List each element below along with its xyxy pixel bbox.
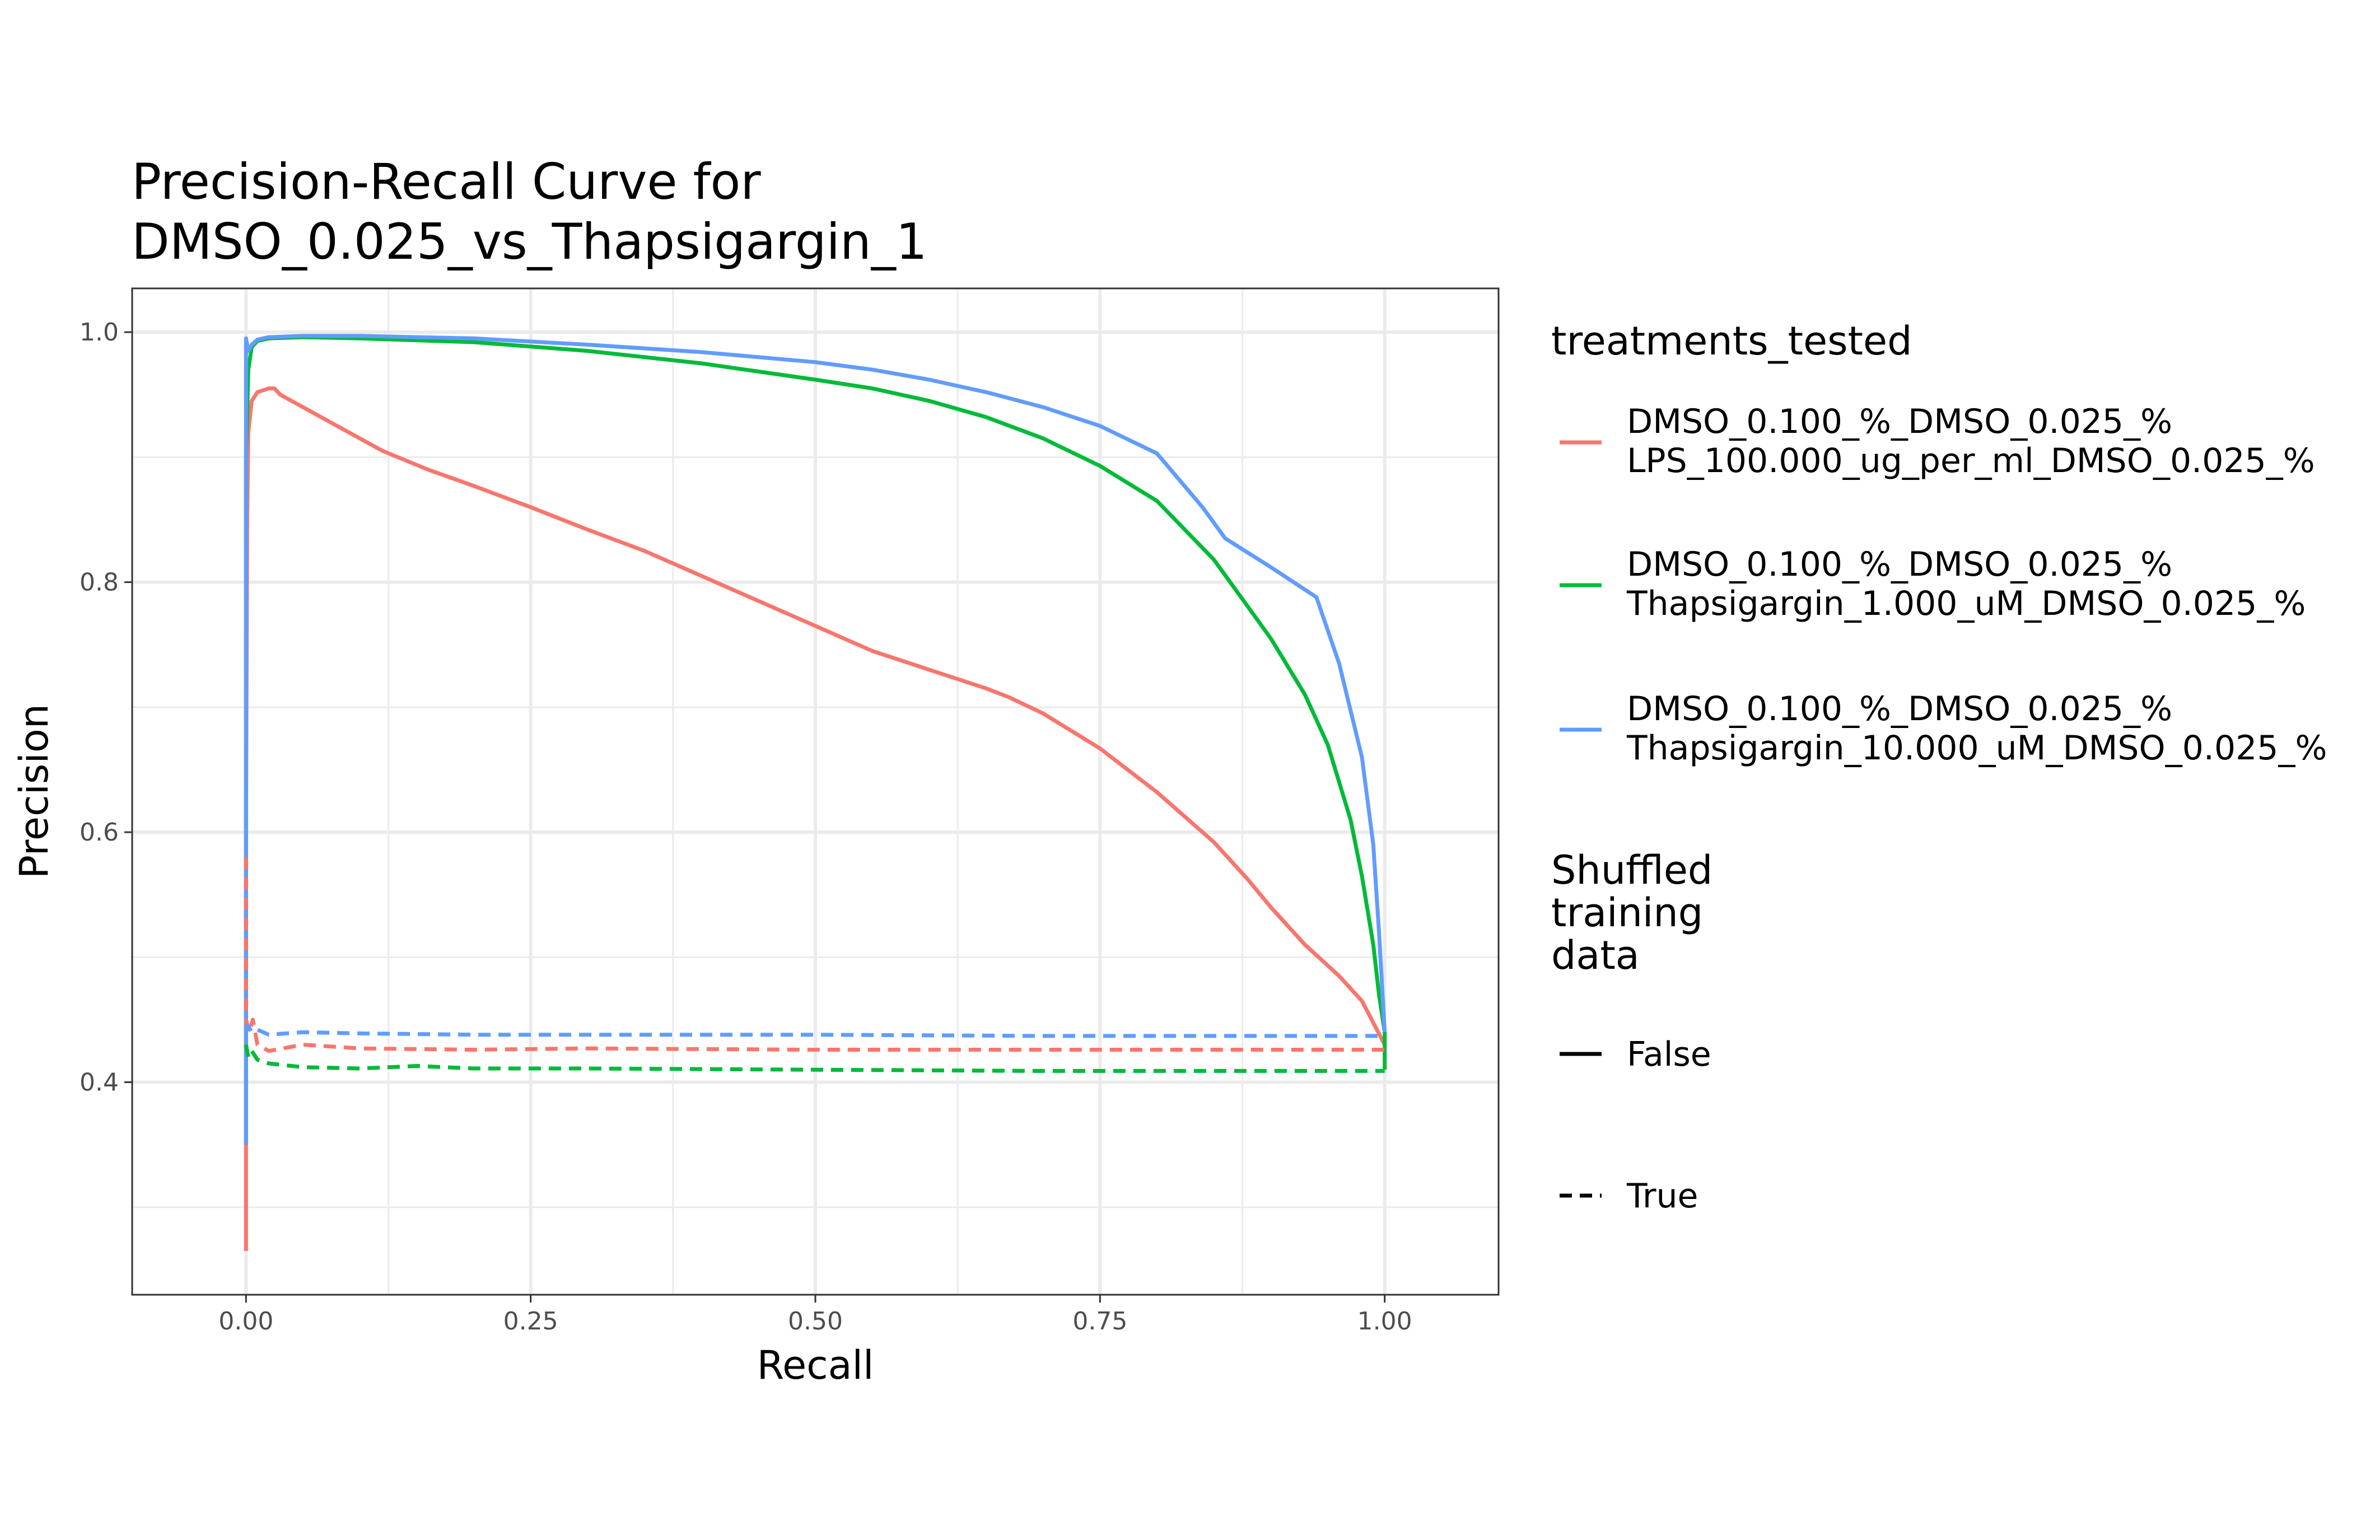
x-axis: 0.00 0.25 0.50 0.75 1.00 [218,1295,1412,1336]
legend-color-label: DMSO_0.100_%_DMSO_0.025_% [1627,545,2172,584]
legend-linetype-title: Shuffled [1551,847,1712,893]
y-axis: 0.4 0.6 0.8 1.0 [80,318,132,1097]
legend-color-label: LPS_100.000_ug_per_ml_DMSO_0.025_% [1627,441,2315,480]
y-axis-title: Precision [11,704,57,879]
x-axis-title: Recall [757,1342,874,1388]
legend-color-label: DMSO_0.100_%_DMSO_0.025_% [1627,689,2172,729]
x-tick-label: 0.25 [503,1307,558,1336]
legend-color-label: Thapsigargin_10.000_uM_DMSO_0.025_% [1626,729,2327,768]
x-tick-label: 0.00 [218,1307,273,1336]
series-line [244,1044,1385,1073]
legend-linetype-label: False [1627,1035,1711,1074]
x-tick-label: 0.75 [1072,1307,1127,1336]
y-tick-label: 0.8 [80,568,119,597]
legend: treatments_tested DMSO_0.100_%_DMSO_0.025… [1551,318,2327,1216]
y-tick-label: 0.4 [80,1068,119,1097]
chart-title-line-1: Precision-Recall Curve for [132,153,761,211]
x-tick-label: 0.50 [788,1307,843,1336]
legend-color-label: DMSO_0.100_%_DMSO_0.025_% [1627,402,2172,441]
series-line [244,386,1387,1251]
legend-linetype-label: True [1626,1177,1698,1216]
series-line [244,334,1387,1145]
series-line [244,1024,1385,1038]
legend-linetype-title: training [1551,890,1703,936]
legend-color-label: Thapsigargin_1.000_uM_DMSO_0.025_% [1626,584,2306,623]
legend-linetype-title: data [1551,932,1640,978]
y-tick-label: 1.0 [80,318,119,347]
series-line [244,857,1385,1053]
legend-color-title: treatments_tested [1551,318,1912,364]
y-tick-label: 0.6 [80,818,119,847]
x-tick-label: 1.00 [1357,1307,1412,1336]
chart-title-line-2: DMSO_0.025_vs_Thapsigargin_1 [132,213,927,270]
series-layer [244,334,1387,1251]
plot-panel [131,287,1500,1296]
